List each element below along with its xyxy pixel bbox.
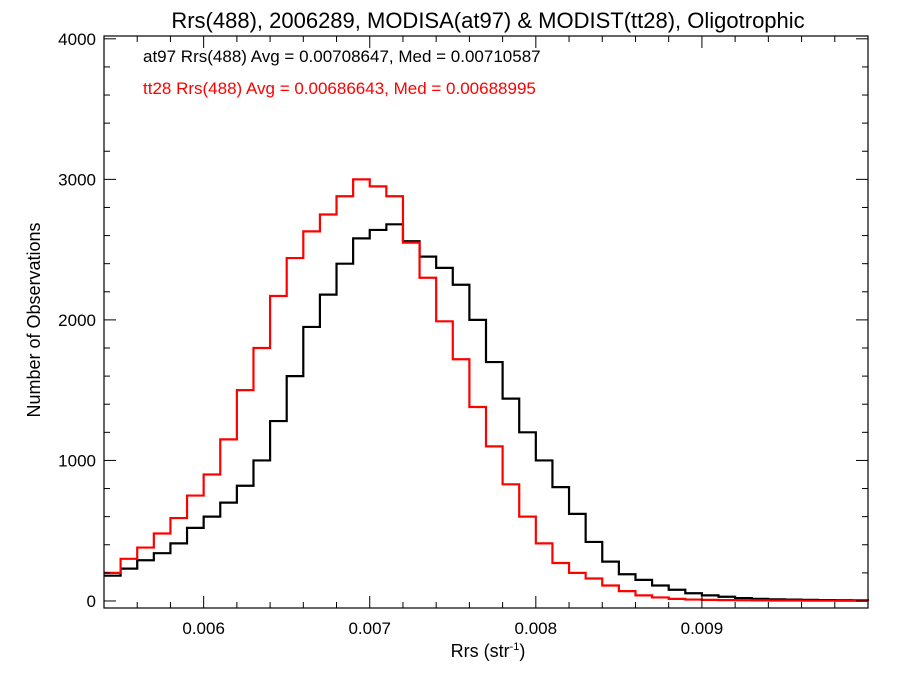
- x-tick-label: 0.007: [348, 619, 391, 638]
- y-tick-label: 0: [87, 592, 96, 611]
- plot-frame: [103, 35, 869, 609]
- x-tick-label: 0.009: [681, 619, 724, 638]
- legend-entry-tt28: tt28 Rrs(488) Avg = 0.00686643, Med = 0.…: [143, 79, 536, 98]
- y-tick-label: 4000: [58, 30, 96, 49]
- x-tick-label: 0.008: [515, 619, 558, 638]
- x-axis-label: Rrs (str-1): [451, 641, 526, 661]
- chart-title: Rrs(488), 2006289, MODISA(at97) & MODIST…: [171, 8, 804, 33]
- legend-entry-at97: at97 Rrs(488) Avg = 0.00708647, Med = 0.…: [143, 47, 541, 66]
- x-axis-label-close: ): [519, 641, 525, 661]
- x-axis-label-main: Rrs (str: [451, 641, 510, 661]
- y-tick-label: 3000: [58, 170, 96, 189]
- y-tick-label: 1000: [58, 451, 96, 470]
- series-line-0: [104, 223, 870, 602]
- y-axis-label: Number of Observations: [24, 222, 44, 417]
- series-line-1: [104, 178, 870, 602]
- x-tick-label: 0.006: [182, 619, 225, 638]
- plot-area: 0.006 0.007 0.008 0.009 0 1000 2000 3000 4000: [58, 30, 870, 638]
- y-tick-label: 2000: [58, 311, 96, 330]
- x-axis-label-superscript: -1: [510, 641, 520, 653]
